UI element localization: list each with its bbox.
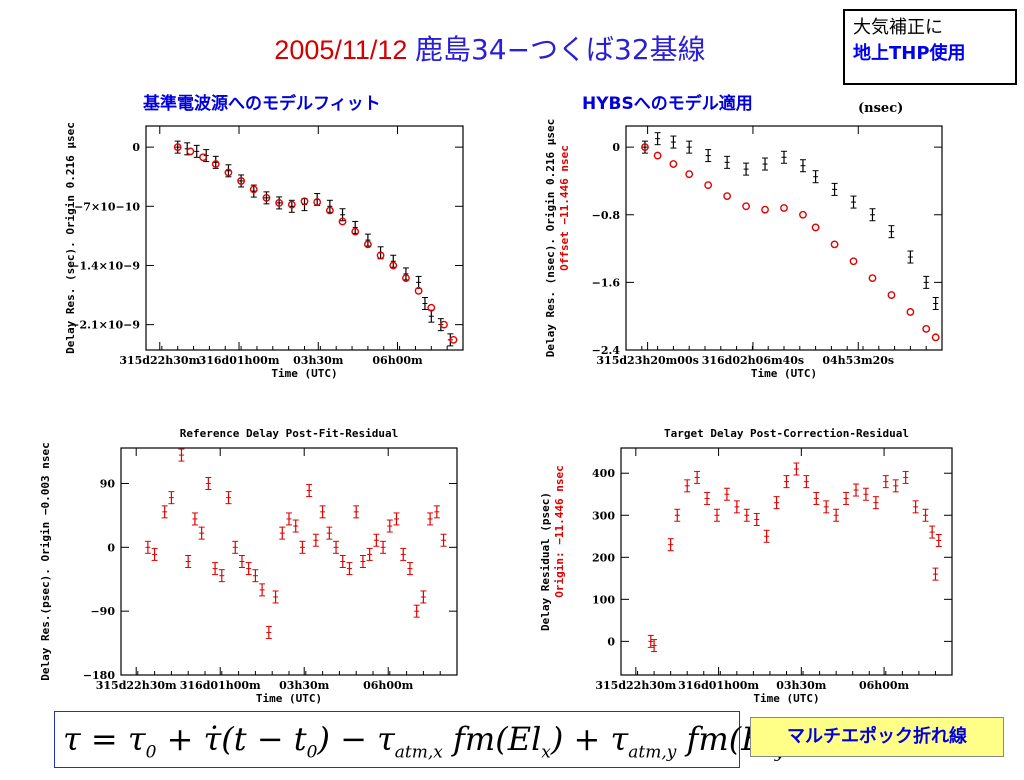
ref-model-fit-xtick-label: 03h30m xyxy=(293,354,344,367)
ref-model-fit-point xyxy=(249,185,258,194)
ref-model-fit-xlabel: Time (UTC) xyxy=(271,367,337,380)
ref-model-fit-point xyxy=(338,217,347,226)
hybs-model-point xyxy=(922,324,931,333)
hybs-model-point xyxy=(868,274,877,283)
slide-title: 2005/11/12 鹿島34−つくば32基線 xyxy=(0,28,980,68)
ref-residual-ylabel: Delay Res.(psec). Origin −0.003 nsec xyxy=(39,442,52,680)
subtitle-right: HYBSへのモデル適用 xyxy=(582,94,753,114)
ref-model-fit-point xyxy=(402,274,410,283)
hybs-model-ylabel: Delay Res. (nsec). Origin 0.216 μsec xyxy=(544,119,557,357)
ref-residual-xlabel: Time (UTC) xyxy=(256,692,322,705)
ref-residual-xtick-label: 316d01h00m xyxy=(180,679,261,692)
ref-model-fit-point xyxy=(376,251,385,260)
multi-epoch-tag: マルチエポック折れ線 xyxy=(750,717,1004,757)
ref-model-fit-point xyxy=(325,206,334,215)
subtitle-left: 基準電波源へのモデルフィット xyxy=(143,94,381,114)
ref-model-fit-point xyxy=(427,303,436,312)
hybs-model-ytick-label: −1.6 xyxy=(592,276,621,289)
ref-model-fit-ytick-label: −1.4×10−9 xyxy=(70,259,140,272)
hybs-model-point xyxy=(849,257,858,266)
target-residual-ylabel2: Origin: −11.446 nsec xyxy=(553,465,566,597)
ref-model-fit-xtick-label: 315d22h30m xyxy=(119,354,200,367)
ref-model-fit-ylabel: Delay Res. (sec). Origin 0.216 μsec xyxy=(64,122,77,354)
hybs-model-point xyxy=(669,160,678,168)
plots-canvas: 0−7×10−10−1.4×10−9−2.1×10−9315d22h30m316… xyxy=(39,119,953,705)
target-residual-title: Target Delay Post-Correction-Residual xyxy=(664,427,909,440)
target-residual-xtick-label: 316d01h00m xyxy=(678,679,759,692)
ref-model-fit-point xyxy=(237,177,246,185)
target-residual-ytick-label: 100 xyxy=(592,593,615,606)
ref-model-fit-point xyxy=(363,240,372,249)
target-residual-ytick-label: 200 xyxy=(592,551,615,564)
hybs-model-ylabel2: Offset −11.446 nsec xyxy=(558,145,571,271)
hybs-model-point xyxy=(653,151,662,160)
hybs-model-ytick-label: −0.8 xyxy=(592,209,621,222)
ref-model-fit-point xyxy=(186,147,195,156)
hybs-model-xtick-label: 315d23h20m00s xyxy=(596,354,698,367)
ref-residual-ytick-label: −90 xyxy=(90,605,115,618)
hybs-model-xlabel: Time (UTC) xyxy=(751,367,817,380)
ref-residual-xtick-label: 03h30m xyxy=(279,679,330,692)
ref-model-fit-point xyxy=(440,320,448,329)
hybs-model-point xyxy=(799,210,807,219)
ref-model-fit-point xyxy=(389,261,398,270)
hybs-model-xtick-label: 316d02h06m40s xyxy=(702,354,804,367)
ref-model-fit-ytick-label: 0 xyxy=(132,141,140,154)
title-baseline: 鹿島34−つくば32基線 xyxy=(414,33,706,66)
hybs-model-point xyxy=(704,181,713,190)
hybs-model-ytick-label: −2.4 xyxy=(592,344,621,357)
hybs-model-point xyxy=(780,204,788,212)
hybs-model-point xyxy=(742,202,750,211)
ref-residual-ytick-label: −180 xyxy=(83,669,116,682)
ref-model-fit-xtick-label: 316d01h00m xyxy=(199,354,280,367)
target-residual-xtick-label: 03h30m xyxy=(776,679,827,692)
hybs-model-point xyxy=(811,223,820,232)
title-date: 2005/11/12 xyxy=(274,35,408,65)
ref-model-fit-point xyxy=(414,286,423,295)
hybs-model-point xyxy=(641,143,649,152)
ref-model-fit-point xyxy=(275,199,284,207)
hybs-model-point xyxy=(830,240,839,249)
target-residual-ytick-label: 300 xyxy=(592,509,615,522)
ref-model-fit-point xyxy=(262,193,271,202)
ref-model-fit-ytick-label: −2.1×10−9 xyxy=(70,319,140,332)
ref-model-fit-point xyxy=(313,198,322,206)
target-residual-xtick-label: 315d22h30m xyxy=(595,679,676,692)
ref-model-fit-ytick-label: −7×10−10 xyxy=(74,200,140,213)
ref-model-fit-point xyxy=(287,200,296,209)
ref-residual-frame xyxy=(120,447,458,676)
target-residual-ytick-label: 400 xyxy=(592,467,615,480)
hybs-model-xtick-label: 04h53m20s xyxy=(822,354,894,367)
unit-note: (nsec) xyxy=(858,101,904,116)
ref-model-fit-point xyxy=(449,335,458,344)
target-residual-xlabel: Time (UTC) xyxy=(753,692,819,705)
hybs-model-point xyxy=(723,192,732,201)
hybs-model-ytick-label: 0 xyxy=(612,141,620,154)
ref-model-fit-point xyxy=(199,153,207,162)
ref-model-fit-point xyxy=(173,143,182,152)
hybs-model-point xyxy=(761,205,769,214)
target-residual-ylabel: Delay Residual (psec) xyxy=(539,492,552,631)
target-residual-ytick-label: 0 xyxy=(607,635,615,648)
ref-model-fit-xtick-label: 06h00m xyxy=(372,354,423,367)
ref-residual-xtick-label: 315d22h30m xyxy=(96,679,177,692)
note-line2: 地上THP使用 xyxy=(853,43,966,64)
ref-residual-ytick-label: 0 xyxy=(107,541,115,554)
hybs-model-point xyxy=(685,170,694,179)
note-line1: 大気補正に xyxy=(853,17,943,38)
note-box: 大気補正に 地上THP使用 xyxy=(843,9,1017,85)
ref-residual-title: Reference Delay Post-Fit-Residual xyxy=(180,427,399,440)
target-residual-xtick-label: 06h00m xyxy=(859,679,910,692)
ref-model-fit-point xyxy=(211,160,220,168)
ref-model-fit-point xyxy=(300,197,309,206)
hybs-model-point xyxy=(931,333,940,342)
hybs-model-point xyxy=(887,291,896,299)
hybs-model-point xyxy=(906,308,915,316)
ref-residual-ytick-label: 90 xyxy=(100,477,116,490)
ref-residual-xtick-label: 06h00m xyxy=(363,679,414,692)
ref-model-fit-point xyxy=(351,227,360,236)
ref-model-fit-frame xyxy=(145,125,464,351)
ref-model-fit-point xyxy=(224,168,233,177)
formula-box: τ = τ0 + τ̇(t − t0) − τatm,x fm(Elx) + τ… xyxy=(54,711,797,768)
